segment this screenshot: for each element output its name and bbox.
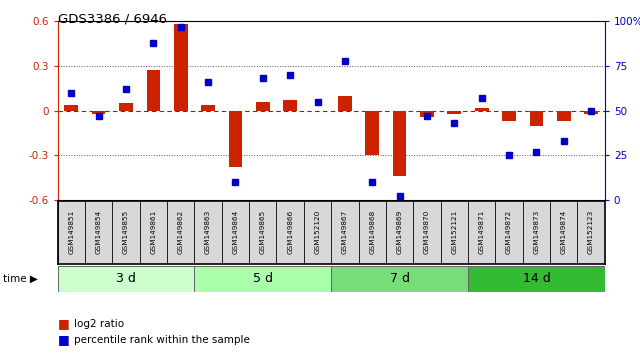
Bar [65, 105, 78, 110]
Text: 14 d: 14 d [522, 272, 550, 285]
Text: GSM149872: GSM149872 [506, 210, 512, 254]
Text: GSM149862: GSM149862 [178, 210, 184, 254]
Text: GSM149855: GSM149855 [123, 210, 129, 254]
Bar [393, 110, 406, 176]
Bar [58, 266, 195, 292]
Text: percentile rank within the sample: percentile rank within the sample [74, 335, 250, 345]
Bar [338, 96, 352, 110]
Text: GSM149854: GSM149854 [95, 210, 102, 254]
Bar [584, 110, 598, 114]
Bar [332, 266, 468, 292]
Text: GSM149867: GSM149867 [342, 210, 348, 254]
Text: GSM149869: GSM149869 [397, 210, 403, 254]
Text: GSM149870: GSM149870 [424, 210, 430, 254]
Text: ■: ■ [58, 333, 69, 346]
Bar [92, 110, 106, 114]
Bar [447, 110, 461, 114]
Bar [365, 110, 379, 155]
Text: GDS3386 / 6946: GDS3386 / 6946 [58, 12, 166, 25]
Text: GSM149863: GSM149863 [205, 210, 211, 254]
Text: 3 d: 3 d [116, 272, 136, 285]
Text: GSM149874: GSM149874 [561, 210, 567, 254]
Text: GSM149866: GSM149866 [287, 210, 293, 254]
Bar [228, 110, 243, 167]
Text: GSM149864: GSM149864 [232, 210, 239, 254]
Text: 5 d: 5 d [253, 272, 273, 285]
Text: GSM149873: GSM149873 [533, 210, 540, 254]
Text: GSM149865: GSM149865 [260, 210, 266, 254]
Bar [119, 103, 133, 110]
Bar [420, 110, 434, 116]
Bar [284, 100, 297, 110]
Bar [502, 110, 516, 121]
Bar [195, 266, 332, 292]
Text: ■: ■ [58, 318, 69, 330]
Bar [468, 266, 605, 292]
Text: log2 ratio: log2 ratio [74, 319, 124, 329]
Bar [256, 102, 269, 110]
Text: GSM149851: GSM149851 [68, 210, 74, 254]
Text: GSM149871: GSM149871 [479, 210, 484, 254]
Bar [201, 105, 215, 110]
Text: GSM152123: GSM152123 [588, 210, 594, 254]
Text: time ▶: time ▶ [3, 274, 38, 284]
Bar [529, 110, 543, 126]
Bar [475, 108, 488, 110]
Text: 7 d: 7 d [390, 272, 410, 285]
Text: GSM152120: GSM152120 [314, 210, 321, 254]
Text: GSM149861: GSM149861 [150, 210, 156, 254]
Bar [174, 24, 188, 110]
Text: GSM149868: GSM149868 [369, 210, 375, 254]
Bar [147, 70, 160, 110]
Text: GSM152121: GSM152121 [451, 210, 458, 254]
Bar [557, 110, 571, 121]
